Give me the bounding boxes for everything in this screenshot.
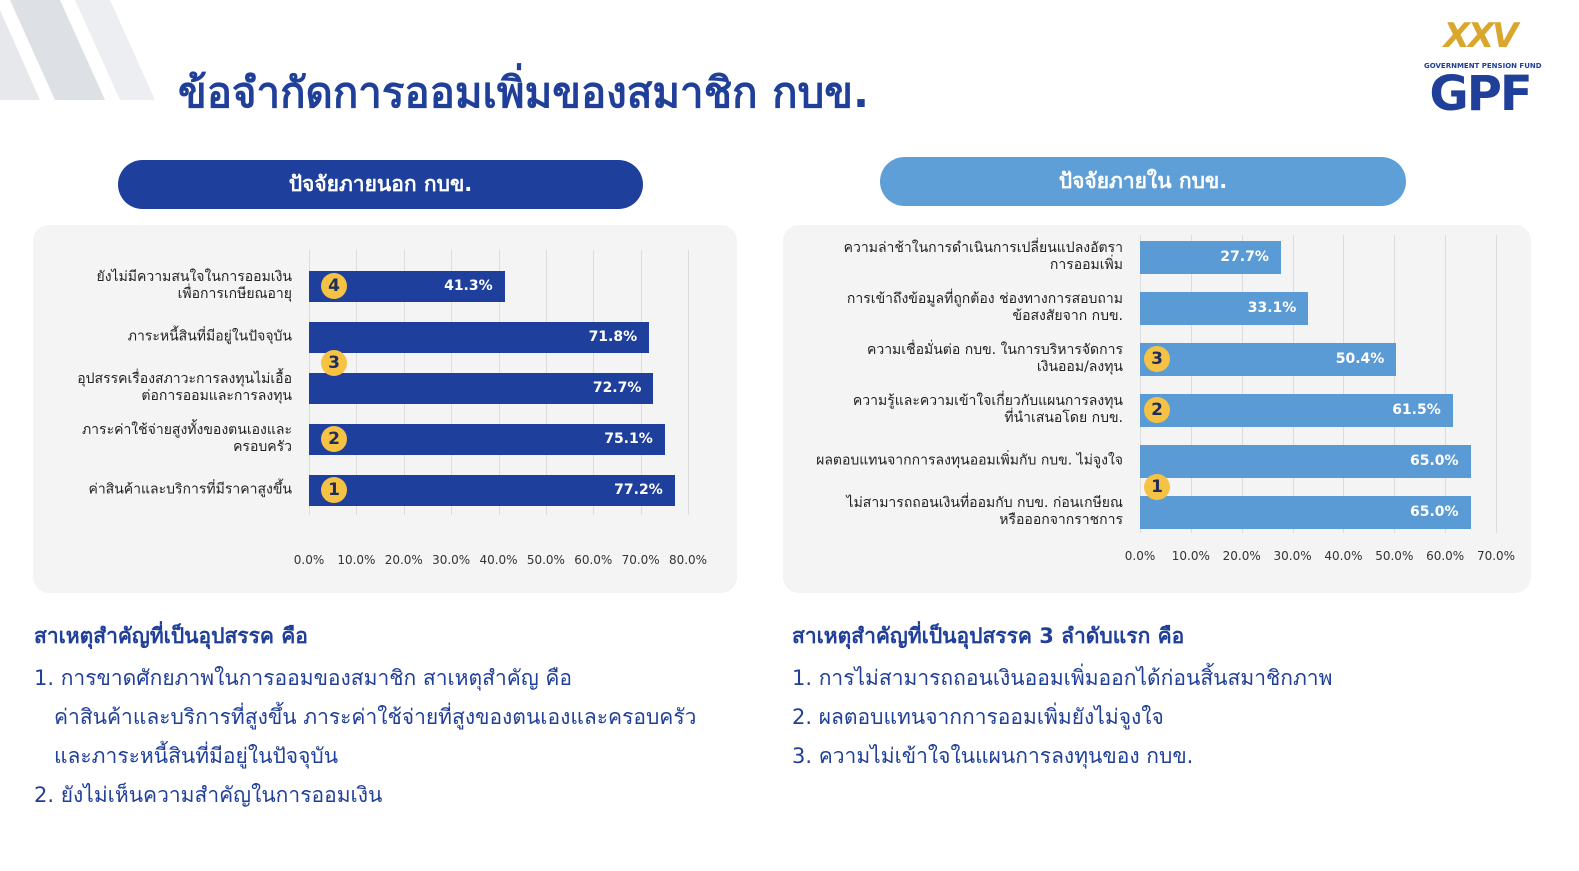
x-tick-label: 30.0%: [432, 553, 471, 567]
category-label: อุปสรรคเรื่องสภาวะการลงทุนไม่เอื้อ ต่อกา…: [77, 371, 292, 404]
rank-badge: 1: [321, 477, 347, 503]
bar: [309, 372, 654, 404]
x-tick-label: 60.0%: [1426, 549, 1465, 563]
category-label: ความล่าช้าในการดำเนินการเปลี่ยนแปลงอัตรา…: [843, 240, 1123, 273]
x-tick-label: 40.0%: [1324, 549, 1363, 563]
bar: [1140, 495, 1471, 529]
notes-item: 3. ความไม่เข้าใจในแผนการลงทุนของ กบข.: [792, 744, 1194, 768]
category-label: ความเชื่อมั่นต่อ กบข. ในการบริหารจัดการ …: [866, 342, 1123, 375]
x-tick-label: 70.0%: [621, 553, 660, 567]
value-label: 61.5%: [1392, 402, 1441, 418]
x-tick-label: 70.0%: [1476, 549, 1516, 563]
x-tick-label: 30.0%: [1273, 549, 1312, 563]
rank-badge: 3: [321, 349, 347, 376]
x-tick-label: 80.0%: [668, 553, 708, 567]
x-tick-label: 0.0%: [1124, 549, 1156, 563]
chart-title: ปัจจัยภายนอก กบข.: [118, 160, 643, 209]
rank-badge: 4: [321, 273, 347, 299]
bar: [1140, 342, 1397, 376]
x-tick-label: 60.0%: [574, 553, 613, 567]
rank-badge: 2: [1144, 397, 1170, 423]
notes-item: 1. การขาดศักยภาพในการออมของสมาชิก สาเหตุ…: [34, 666, 697, 768]
category-label: ภาระค่าใช้จ่ายสูงทั้งของตนเองและ ครอบครั…: [81, 422, 292, 455]
x-tick-label: 20.0%: [1222, 549, 1261, 563]
grid-line: [1292, 235, 1294, 533]
value-label: 71.8%: [588, 329, 638, 345]
grid-line: [1241, 235, 1243, 533]
x-tick-label: 0.0%: [293, 553, 325, 567]
bar: [309, 474, 675, 506]
value-label: 33.1%: [1247, 300, 1297, 316]
value-label: 50.4%: [1335, 351, 1385, 367]
x-tick-label: 50.0%: [1375, 549, 1414, 563]
bar: [1140, 444, 1471, 478]
x-tick-label: 20.0%: [384, 553, 423, 567]
category-label: ไม่สามารถถอนเงินที่ออมกับ กบข. ก่อนเกษีย…: [846, 495, 1123, 528]
grid-line: [1445, 235, 1447, 533]
bar: [1140, 291, 1309, 325]
logo-mark: XXV: [1443, 16, 1519, 56]
logo: XXV GOVERNMENT PENSION FUND GPF: [1424, 16, 1542, 122]
logo-tagline: GOVERNMENT PENSION FUND: [1424, 62, 1542, 70]
chart-title: ปัจจัยภายใน กบข.: [880, 157, 1406, 206]
notes-item: 2. ผลตอบแทนจากการออมเพิ่มยังไม่จูงใจ: [792, 705, 1164, 729]
decoration: [0, 0, 155, 100]
value-label: 27.7%: [1220, 249, 1269, 265]
category-label: ความรู้และความเข้าใจเกี่ยวกับแผนการลงทุน…: [852, 393, 1123, 426]
notes-item: 2. ยังไม่เห็นความสำคัญในการออมเงิน: [34, 783, 383, 807]
bar: [1140, 393, 1453, 427]
logo-name: GPF: [1429, 66, 1532, 122]
grid-line: [1343, 235, 1345, 533]
x-tick-label: 10.0%: [337, 553, 376, 567]
notes: สาเหตุสำคัญที่เป็นอุปสรรค คือ 1. การขาดศั…: [34, 620, 696, 815]
grid-line: [1140, 235, 1141, 533]
x-tick-label: 40.0%: [479, 553, 518, 567]
notes: สาเหตุสำคัญที่เป็นอุปสรรค 3 ลำดับแรก คือ…: [792, 620, 1332, 776]
value-label: 77.2%: [614, 482, 663, 498]
grid-line: [1190, 235, 1192, 533]
grid-line: [1496, 235, 1497, 533]
value-label: 41.3%: [444, 278, 493, 294]
x-tick-label: 50.0%: [526, 553, 565, 567]
category-label: ยังไม่มีความสนใจในการออมเงิน เพื่อการเกษ…: [96, 269, 292, 302]
category-label: ผลตอบแทนจากการลงทุนออมเพิ่มกับ กบข. ไม่จ…: [816, 452, 1123, 469]
grid-line: [1394, 235, 1396, 533]
rank-badge: 2: [321, 426, 347, 452]
grid-line: [688, 250, 689, 515]
rank-badge: 3: [1144, 346, 1170, 372]
notes-heading: สาเหตุสำคัญที่เป็นอุปสรรค คือ: [34, 624, 308, 648]
category-label: ภาระหนี้สินที่มีอยู่ในปัจจุบัน: [127, 328, 292, 345]
value-label: 72.7%: [592, 380, 642, 396]
category-label: การเข้าถึงข้อมูลที่ถูกต้อง ช่องทางการสอบ…: [846, 291, 1123, 324]
value-label: 75.1%: [604, 431, 653, 447]
slide-title: ข้อจำกัดการออมเพิ่มของสมาชิก กบข.: [178, 68, 869, 117]
bar: [1140, 240, 1281, 274]
notes-heading: สาเหตุสำคัญที่เป็นอุปสรรค 3 ลำดับแรก คือ: [792, 624, 1185, 648]
bar: [309, 423, 665, 455]
value-label: 65.0%: [1409, 504, 1459, 520]
x-tick-label: 10.0%: [1171, 549, 1210, 563]
category-label: ค่าสินค้าและบริการที่มีราคาสูงขึ้น: [88, 481, 292, 498]
notes-item: 1. การไม่สามารถถอนเงินออมเพิ่มออกได้ก่อน…: [792, 666, 1333, 690]
rank-badge: 1: [1144, 473, 1170, 500]
value-label: 65.0%: [1409, 453, 1459, 469]
bar: [309, 321, 650, 353]
